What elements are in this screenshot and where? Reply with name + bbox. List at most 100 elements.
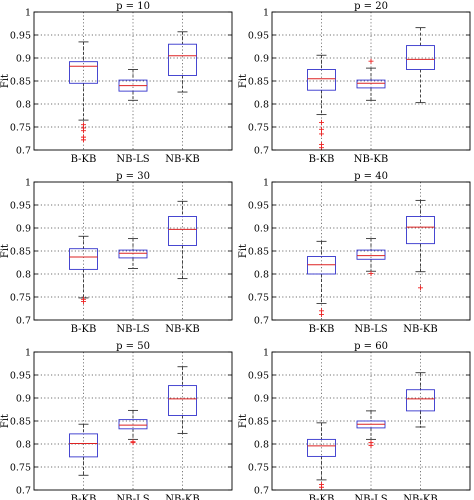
category-label: NB-KB bbox=[165, 494, 199, 500]
box-nb-ls bbox=[118, 69, 148, 101]
y-axis-label: Fit bbox=[0, 74, 11, 88]
box-nb-ls bbox=[356, 410, 386, 448]
y-tick-label: 0.75 bbox=[10, 463, 31, 474]
y-tick-label: 0.7 bbox=[254, 316, 269, 327]
outlier-point bbox=[81, 128, 86, 134]
category-label: B-KB bbox=[71, 324, 97, 335]
box-nb-kb bbox=[168, 200, 197, 280]
y-tick-label: 0.9 bbox=[254, 224, 269, 235]
outlier-point bbox=[319, 484, 324, 490]
iqr-box bbox=[307, 438, 336, 457]
y-tick-label: 0.8 bbox=[254, 100, 269, 111]
panel-title: p = 60 bbox=[354, 341, 388, 352]
y-axis-label: Fit bbox=[238, 244, 249, 258]
iqr-box bbox=[118, 249, 148, 259]
category-label: NB-KB bbox=[165, 154, 199, 165]
y-tick-label: 0.95 bbox=[248, 31, 269, 42]
iqr-box bbox=[168, 385, 197, 416]
iqr-box bbox=[356, 249, 386, 260]
y-tick-label: 0.9 bbox=[16, 224, 31, 235]
box-nb-kb bbox=[168, 31, 197, 93]
category-label: B-KB bbox=[309, 324, 335, 335]
box-b-kb bbox=[307, 240, 336, 317]
y-tick-label: 1 bbox=[263, 8, 269, 19]
y-tick-label: 1 bbox=[25, 8, 31, 19]
y-tick-label: 0.95 bbox=[248, 201, 269, 212]
box-b-kb bbox=[307, 54, 336, 151]
outlier-point bbox=[319, 131, 324, 137]
y-tick-label: 0.7 bbox=[254, 486, 269, 497]
plot-frame bbox=[271, 181, 471, 321]
outlier-point bbox=[418, 285, 423, 291]
y-tick-label: 0.85 bbox=[10, 247, 31, 258]
y-tick-label: 0.95 bbox=[10, 201, 31, 212]
iqr-box bbox=[168, 43, 197, 76]
y-tick-label: 0.85 bbox=[10, 77, 31, 88]
category-label: B-KB bbox=[71, 154, 97, 165]
box-series-3 bbox=[406, 27, 435, 104]
y-tick-label: 0.8 bbox=[16, 440, 31, 451]
y-tick-label: 0.9 bbox=[254, 54, 269, 65]
category-label: NB-KB bbox=[165, 324, 199, 335]
panel-2: 0.7 0.75 0.8 0.85 0.9 0.95 1 B-KB NB-KB p = 20 Fit bbox=[238, 1, 471, 165]
category-label: NB-LS bbox=[354, 494, 387, 500]
y-tick-label: 1 bbox=[263, 348, 269, 359]
category-label: B-KB bbox=[71, 494, 97, 500]
y-tick-label: 0.95 bbox=[10, 371, 31, 382]
panel-3: 0.7 0.75 0.8 0.85 0.9 0.95 1 B-KB NB-LS NB-KB p = … bbox=[0, 171, 233, 335]
category-label: NB-KB bbox=[403, 324, 437, 335]
plot-frame bbox=[33, 11, 233, 151]
category-label: NB-LS bbox=[116, 154, 149, 165]
category-label: NB-LS bbox=[116, 494, 149, 500]
box-b-kb bbox=[307, 422, 336, 490]
panel-title: p = 50 bbox=[116, 341, 150, 352]
outlier-point bbox=[368, 271, 374, 277]
y-tick-label: 0.7 bbox=[16, 486, 31, 497]
iqr-box bbox=[307, 69, 336, 91]
y-axis-label: Fit bbox=[0, 244, 11, 258]
y-tick-label: 0.9 bbox=[16, 54, 31, 65]
y-tick-label: 0.9 bbox=[254, 394, 269, 405]
iqr-box bbox=[168, 216, 197, 246]
box-b-kb bbox=[69, 235, 98, 305]
y-tick-label: 0.75 bbox=[10, 293, 31, 304]
outlier-point bbox=[319, 126, 324, 132]
category-label: NB-LS bbox=[116, 324, 149, 335]
category-label: NB-LS bbox=[354, 324, 387, 335]
iqr-box bbox=[118, 419, 148, 430]
outlier-point bbox=[319, 119, 324, 125]
plot-frame bbox=[33, 351, 233, 491]
y-axis-label: Fit bbox=[0, 414, 11, 428]
box-nb-ls bbox=[118, 409, 148, 446]
y-tick-label: 0.9 bbox=[16, 394, 31, 405]
outlier-point bbox=[368, 442, 374, 448]
category-label: NB-KB bbox=[403, 494, 437, 500]
y-tick-label: 0.7 bbox=[16, 316, 31, 327]
y-tick-label: 0.95 bbox=[10, 31, 31, 42]
panel-title: p = 20 bbox=[354, 1, 388, 12]
box-b-kb bbox=[69, 423, 98, 476]
category-label: B-KB bbox=[309, 494, 335, 500]
y-tick-label: 0.75 bbox=[248, 463, 269, 474]
panel-title: p = 30 bbox=[116, 171, 150, 182]
box-nb-ls bbox=[356, 238, 386, 277]
y-tick-label: 0.7 bbox=[16, 146, 31, 157]
outlier-point bbox=[368, 58, 374, 64]
y-axis-label: Fit bbox=[238, 414, 249, 428]
box-nb-ls bbox=[118, 238, 148, 269]
y-tick-label: 0.8 bbox=[16, 270, 31, 281]
plot-frame bbox=[271, 351, 471, 491]
y-tick-label: 0.8 bbox=[254, 270, 269, 281]
panel-1: 0.7 0.75 0.8 0.85 0.9 0.95 1 B-KB NB-LS NB-KB p = … bbox=[0, 1, 233, 165]
plot-frame bbox=[33, 181, 233, 321]
y-tick-label: 0.75 bbox=[248, 293, 269, 304]
iqr-box bbox=[69, 248, 98, 270]
outlier-point bbox=[81, 137, 86, 143]
box-nb-kb bbox=[406, 199, 435, 291]
iqr-box bbox=[406, 389, 435, 412]
box-nb-kb bbox=[168, 366, 197, 434]
y-tick-label: 0.8 bbox=[16, 100, 31, 111]
y-tick-label: 0.8 bbox=[254, 440, 269, 451]
category-label: NB-KB bbox=[354, 154, 388, 165]
iqr-box bbox=[406, 216, 435, 245]
